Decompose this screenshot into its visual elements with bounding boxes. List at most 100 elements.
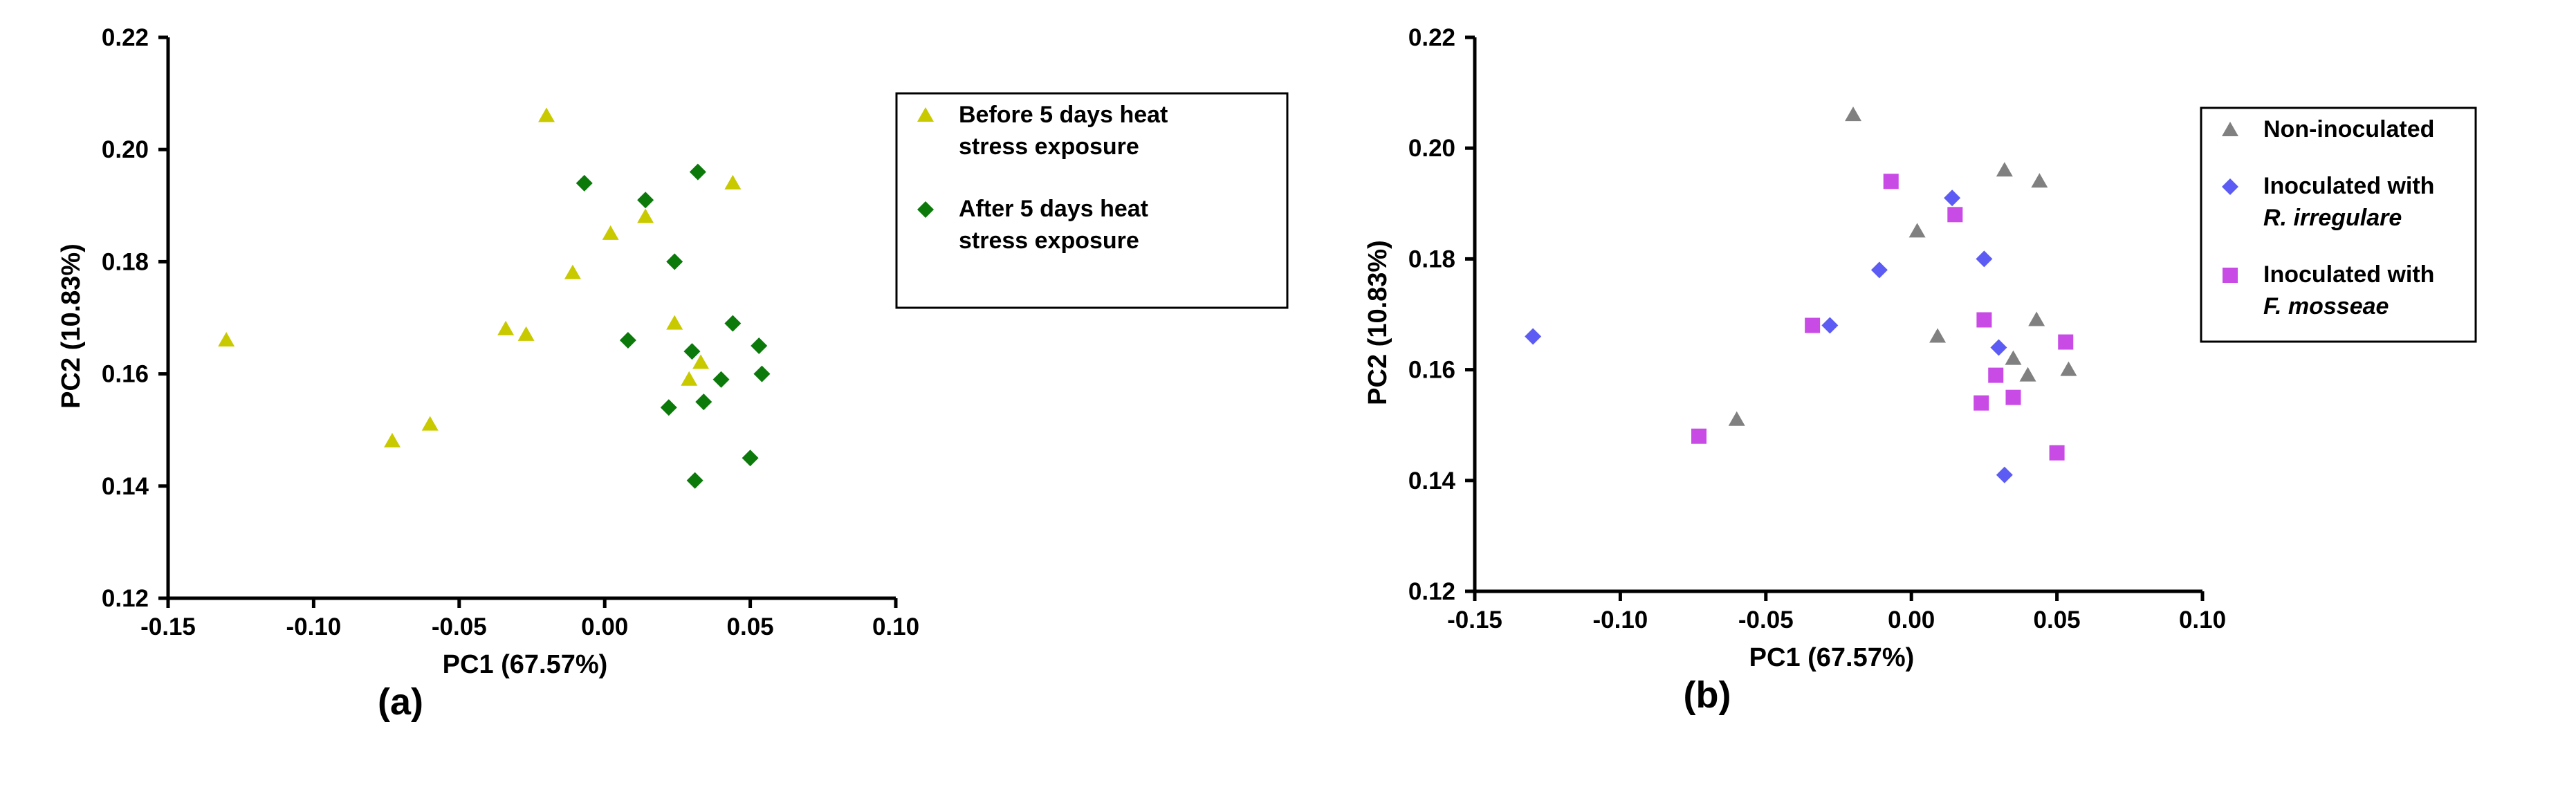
data-point (1976, 312, 1992, 328)
data-point (666, 253, 683, 270)
data-point (1947, 207, 1963, 223)
chart-panel-a: 0.12 0.14 0.16 0.18 0.20 0.22 -0.15 -0.10 -0.05 0… (57, 24, 1289, 723)
x-tick-label: 0.10 (872, 613, 919, 640)
legend-marker (2222, 178, 2238, 195)
legend-marker (2223, 268, 2238, 283)
data-point (689, 163, 706, 181)
y-tick-label: 0.22 (1408, 24, 1455, 51)
data-point (1870, 261, 1888, 279)
data-point (1728, 411, 1745, 426)
data-point (742, 450, 759, 467)
legend-label: Before 5 days heat (959, 102, 1168, 128)
legend-marker (2222, 122, 2238, 136)
data-point (1525, 328, 1542, 345)
data-point (2060, 361, 2077, 376)
y-tick-label: 0.22 (102, 24, 149, 51)
series-0 (1728, 107, 2077, 426)
y-tick-label: 0.12 (1408, 578, 1455, 605)
data-point (619, 331, 636, 349)
x-tick-label: -0.05 (1738, 607, 1794, 633)
x-tick-label: 0.00 (581, 613, 628, 640)
series-2 (1691, 174, 2074, 461)
x-tick-label: -0.15 (1447, 607, 1502, 633)
data-point (602, 225, 619, 240)
data-point (695, 394, 712, 411)
y-tick-label: 0.14 (1408, 468, 1456, 494)
data-point (712, 371, 730, 388)
data-point (1845, 107, 1862, 122)
data-point (753, 365, 771, 382)
data-point (1691, 428, 1707, 444)
legend: Before 5 days heat stress exposure After 5… (895, 92, 1289, 309)
data-point (2031, 173, 2048, 188)
data-point (1974, 395, 1989, 411)
legend-label: After 5 days heat (959, 196, 1148, 222)
legend: Non-inoculated Inoculated with R. irregula… (2200, 107, 2477, 343)
x-tick-label: 0.05 (2034, 607, 2081, 633)
data-point (686, 472, 703, 489)
legend-label: Non-inoculated (2263, 116, 2434, 142)
x-tick-label: 0.00 (1888, 607, 1935, 633)
data-point (497, 320, 515, 335)
x-tick-label: -0.10 (1593, 607, 1648, 633)
y-tick-label: 0.20 (102, 136, 149, 163)
y-tick-label: 0.20 (1408, 135, 1455, 162)
data-point (421, 416, 439, 431)
data-point (681, 371, 698, 386)
data-point (2005, 350, 2022, 365)
data-point (683, 343, 701, 360)
data-point (2005, 389, 2021, 405)
data-point (666, 315, 683, 330)
y-tick-label: 0.18 (1408, 246, 1455, 272)
legend-label: Inoculated with (2263, 173, 2434, 199)
data-point (1883, 174, 1899, 189)
data-point (2028, 311, 2045, 326)
data-point (1908, 223, 1926, 238)
legend-label: stress exposure (959, 133, 1139, 160)
legend-label: F. mosseae (2263, 293, 2389, 320)
data-point (637, 208, 654, 223)
series-1 (576, 163, 771, 489)
data-point (1821, 317, 1839, 334)
legend-label: stress exposure (959, 228, 1139, 254)
x-axis-label: PC1 (67.57%) (1749, 643, 1915, 672)
y-tick-label: 0.14 (102, 473, 149, 500)
y-axis-label: PC2 (10.83%) (57, 243, 86, 409)
y-tick-label: 0.16 (102, 361, 149, 388)
data-point (2019, 367, 2036, 382)
data-point (751, 337, 768, 355)
legend-label: Inoculated with (2263, 261, 2434, 288)
legend-box (895, 92, 1289, 309)
data-point (637, 192, 654, 209)
data-point (538, 107, 555, 122)
legend-label: R. irregulare (2263, 205, 2402, 231)
series-0 (218, 107, 742, 447)
data-point (218, 331, 235, 346)
data-point (724, 174, 742, 189)
data-point (2049, 445, 2065, 461)
data-point (1996, 162, 2013, 177)
series-1 (1525, 189, 2013, 483)
legend-marker (917, 107, 934, 122)
y-axis-label: PC2 (10.83%) (1363, 240, 1392, 405)
y-tick-label: 0.18 (102, 248, 149, 275)
y-tick-label: 0.16 (1408, 357, 1455, 384)
x-tick-label: 0.05 (727, 613, 774, 640)
data-point (517, 326, 535, 341)
data-point (1929, 328, 1947, 343)
x-tick-label: -0.05 (432, 613, 487, 640)
data-point (660, 399, 677, 416)
data-point (692, 354, 710, 369)
data-point (1944, 189, 1961, 207)
x-axis-label: PC1 (67.57%) (443, 650, 608, 679)
x-tick-label: 0.10 (2179, 607, 2226, 633)
data-point (1990, 339, 2007, 356)
data-point (576, 174, 593, 192)
data-point (1988, 367, 2004, 383)
data-point (384, 432, 401, 447)
legend-marker (917, 201, 934, 218)
data-point (1996, 466, 2013, 483)
x-tick-label: -0.10 (286, 613, 342, 640)
panel-label: (b) (1684, 674, 1731, 716)
